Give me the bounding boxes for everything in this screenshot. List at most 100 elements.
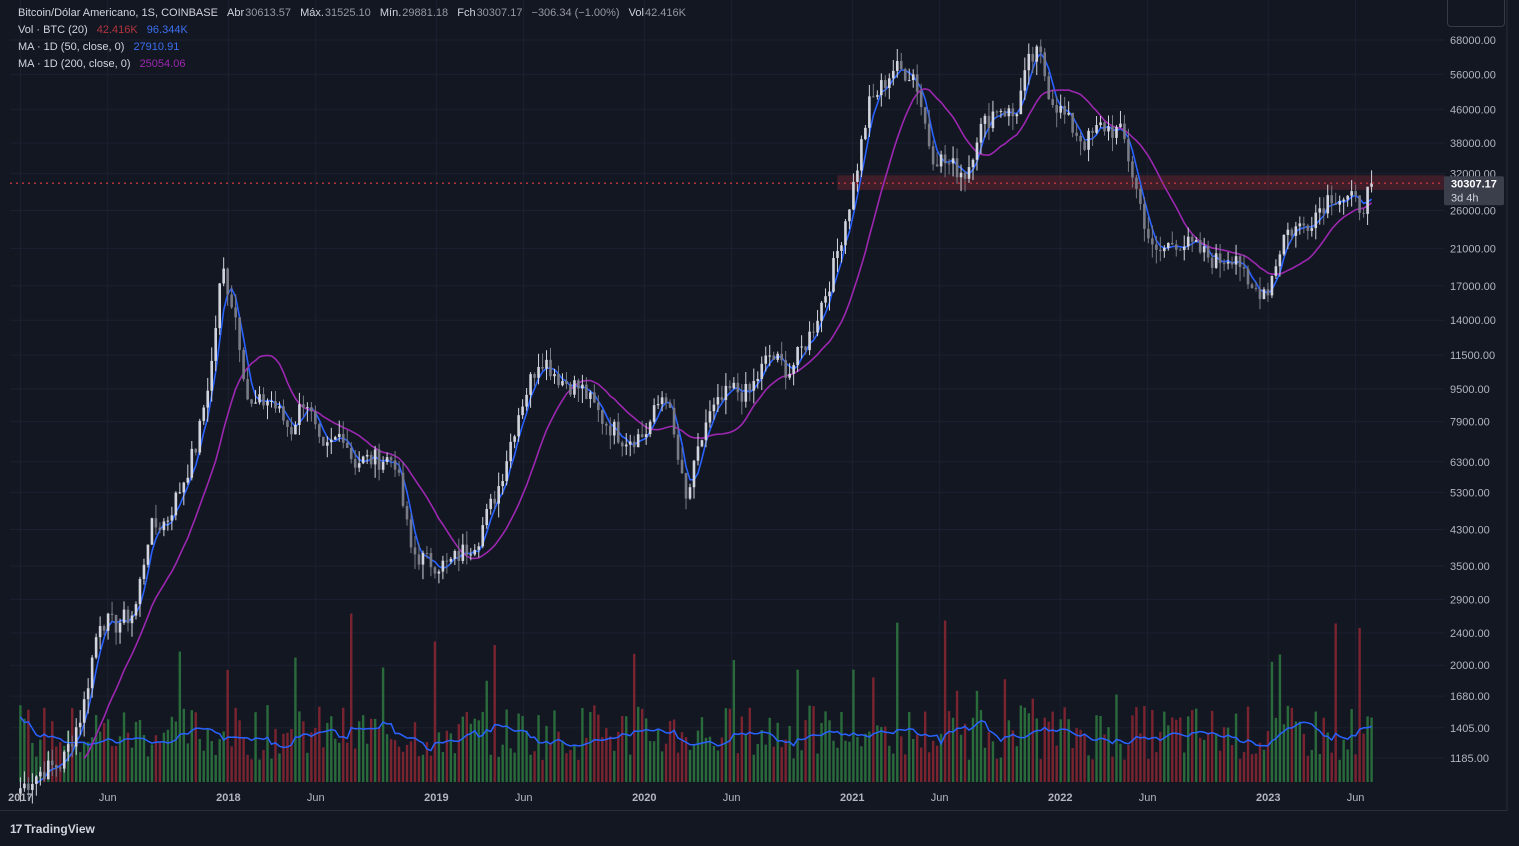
candle-body: [1123, 123, 1126, 140]
volume-bar: [553, 710, 556, 782]
volume-bar: [848, 741, 851, 782]
volume-bar: [318, 706, 321, 782]
volume-bar: [43, 707, 46, 782]
volume-bar: [421, 754, 425, 782]
volume-bar: [1326, 732, 1329, 782]
candle-body: [1182, 246, 1186, 251]
volume-bar: [334, 738, 337, 782]
volume-bar: [262, 749, 265, 782]
candle-body: [74, 727, 78, 747]
candle-body: [150, 518, 154, 545]
candle-body: [995, 111, 999, 113]
candle-body: [178, 492, 182, 494]
candle-body: [485, 509, 489, 526]
candle-body: [357, 463, 361, 468]
candle-body: [453, 551, 457, 559]
candle-body: [90, 657, 94, 689]
candle-body: [186, 477, 190, 483]
price-tick-label: 3500.00: [1450, 561, 1490, 573]
volume-bar: [852, 669, 855, 782]
candle-body: [549, 359, 552, 377]
legend-volume-row[interactable]: Vol · BTC (20) 42.416K 96.344K: [18, 22, 686, 39]
candle-body: [525, 394, 528, 407]
candle-body: [1095, 125, 1098, 133]
volume-bar: [728, 708, 732, 782]
volume-bar: [354, 748, 357, 782]
volume-bar: [908, 712, 911, 782]
volume-bar: [752, 754, 755, 782]
volume-bar: [1338, 759, 1341, 782]
candle-body: [266, 401, 269, 406]
candle-body: [449, 558, 453, 562]
volume-bar: [605, 728, 608, 782]
candle-body: [465, 544, 469, 556]
candle-body: [1306, 225, 1310, 231]
volume-bar: [210, 741, 213, 782]
volume-bar: [692, 743, 696, 782]
volume-bar: [712, 746, 716, 782]
candle-body: [955, 158, 959, 178]
candle-body: [628, 441, 632, 445]
volume-bar: [282, 733, 285, 782]
scale-settings-box[interactable]: [1447, 0, 1505, 27]
volume-bar: [1071, 748, 1074, 782]
volume-bar: [844, 740, 847, 782]
price-tick-label: 21000.00: [1450, 243, 1496, 255]
candle-body: [541, 366, 544, 369]
candle-body: [86, 688, 90, 700]
volume-bar: [1370, 717, 1373, 782]
volume-bar: [919, 747, 923, 782]
candle-body: [1135, 177, 1138, 189]
legend-ma200-row[interactable]: MA · 1D (200, close, 0) 25054.06: [18, 56, 686, 73]
volume-bar: [138, 719, 142, 782]
volume-bar: [413, 722, 417, 782]
candle-body: [1055, 105, 1058, 113]
volume-bar: [361, 715, 365, 782]
volume-bar: [1187, 716, 1190, 782]
volume-bar: [465, 712, 469, 782]
candle-body: [50, 760, 54, 766]
volume-bar: [1202, 739, 1206, 782]
volume-bar: [648, 741, 652, 782]
candle-body: [39, 771, 42, 777]
volume-bar: [884, 726, 887, 782]
candle-body: [361, 456, 365, 464]
candle-body: [1166, 242, 1170, 248]
volume-bar: [1191, 710, 1194, 782]
last-price-badge[interactable]: 30307.17 3d 4h: [1444, 176, 1504, 206]
volume-bar: [1159, 731, 1162, 782]
candle-body: [425, 552, 429, 554]
candle-body: [880, 80, 883, 96]
volume-bar: [768, 717, 771, 782]
candle-body: [413, 547, 417, 555]
volume-bar: [457, 723, 461, 782]
volume-bar: [142, 735, 146, 782]
volume-bar: [633, 653, 636, 782]
candle-body: [1174, 244, 1178, 250]
volume-bar: [569, 750, 572, 782]
ma50-label: MA · 1D (50, close, 0): [18, 41, 125, 53]
candle-body: [66, 744, 70, 752]
candle-body: [644, 434, 648, 438]
low-label: Mín.: [379, 7, 402, 19]
tradingview-logo[interactable]: 17 TradingView: [10, 822, 95, 836]
volume-bar: [1310, 749, 1313, 782]
candle-body: [708, 411, 712, 423]
volume-bar: [1298, 721, 1302, 782]
volume-bar: [258, 759, 261, 782]
candle-body: [1274, 266, 1278, 276]
candle-body: [98, 626, 102, 638]
candle-body: [118, 622, 122, 633]
candle-body: [947, 163, 951, 165]
volume-bar: [1282, 724, 1286, 782]
volume-bar: [369, 718, 373, 782]
candle-body: [545, 359, 548, 369]
volume-bar: [629, 754, 632, 782]
symbol-title[interactable]: Bitcoin/Dólar Americano, 1S, COINBASE: [18, 7, 218, 19]
candle-body: [728, 385, 732, 389]
volume-bar: [1003, 679, 1007, 782]
candle-body: [537, 366, 540, 378]
legend-ma50-row[interactable]: MA · 1D (50, close, 0) 27910.91: [18, 39, 686, 56]
volume-bar: [609, 736, 612, 782]
